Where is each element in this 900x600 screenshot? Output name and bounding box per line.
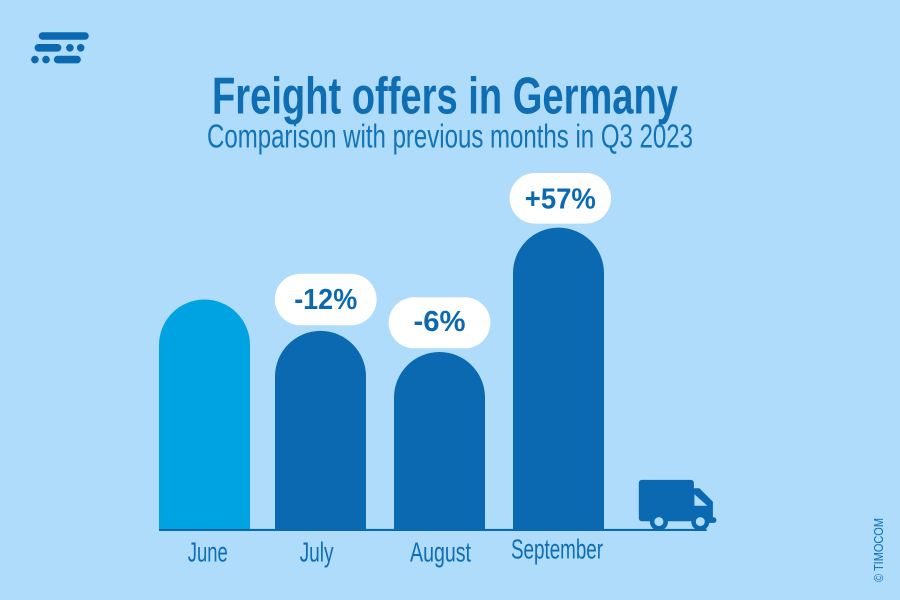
svg-text:-6%: -6%	[414, 306, 466, 338]
svg-text:August: August	[410, 537, 471, 568]
svg-text:September: September	[511, 533, 603, 564]
svg-text:June: June	[188, 537, 228, 568]
svg-text:© TIMOCOM: © TIMOCOM	[871, 518, 886, 582]
svg-text:Freight offers in Germany: Freight offers in Germany	[212, 67, 678, 125]
svg-text:+57%: +57%	[525, 184, 596, 216]
svg-text:July: July	[300, 537, 334, 568]
svg-text:-12%: -12%	[294, 284, 357, 316]
svg-text:Comparison with previous month: Comparison with previous months in Q3 20…	[207, 117, 693, 154]
